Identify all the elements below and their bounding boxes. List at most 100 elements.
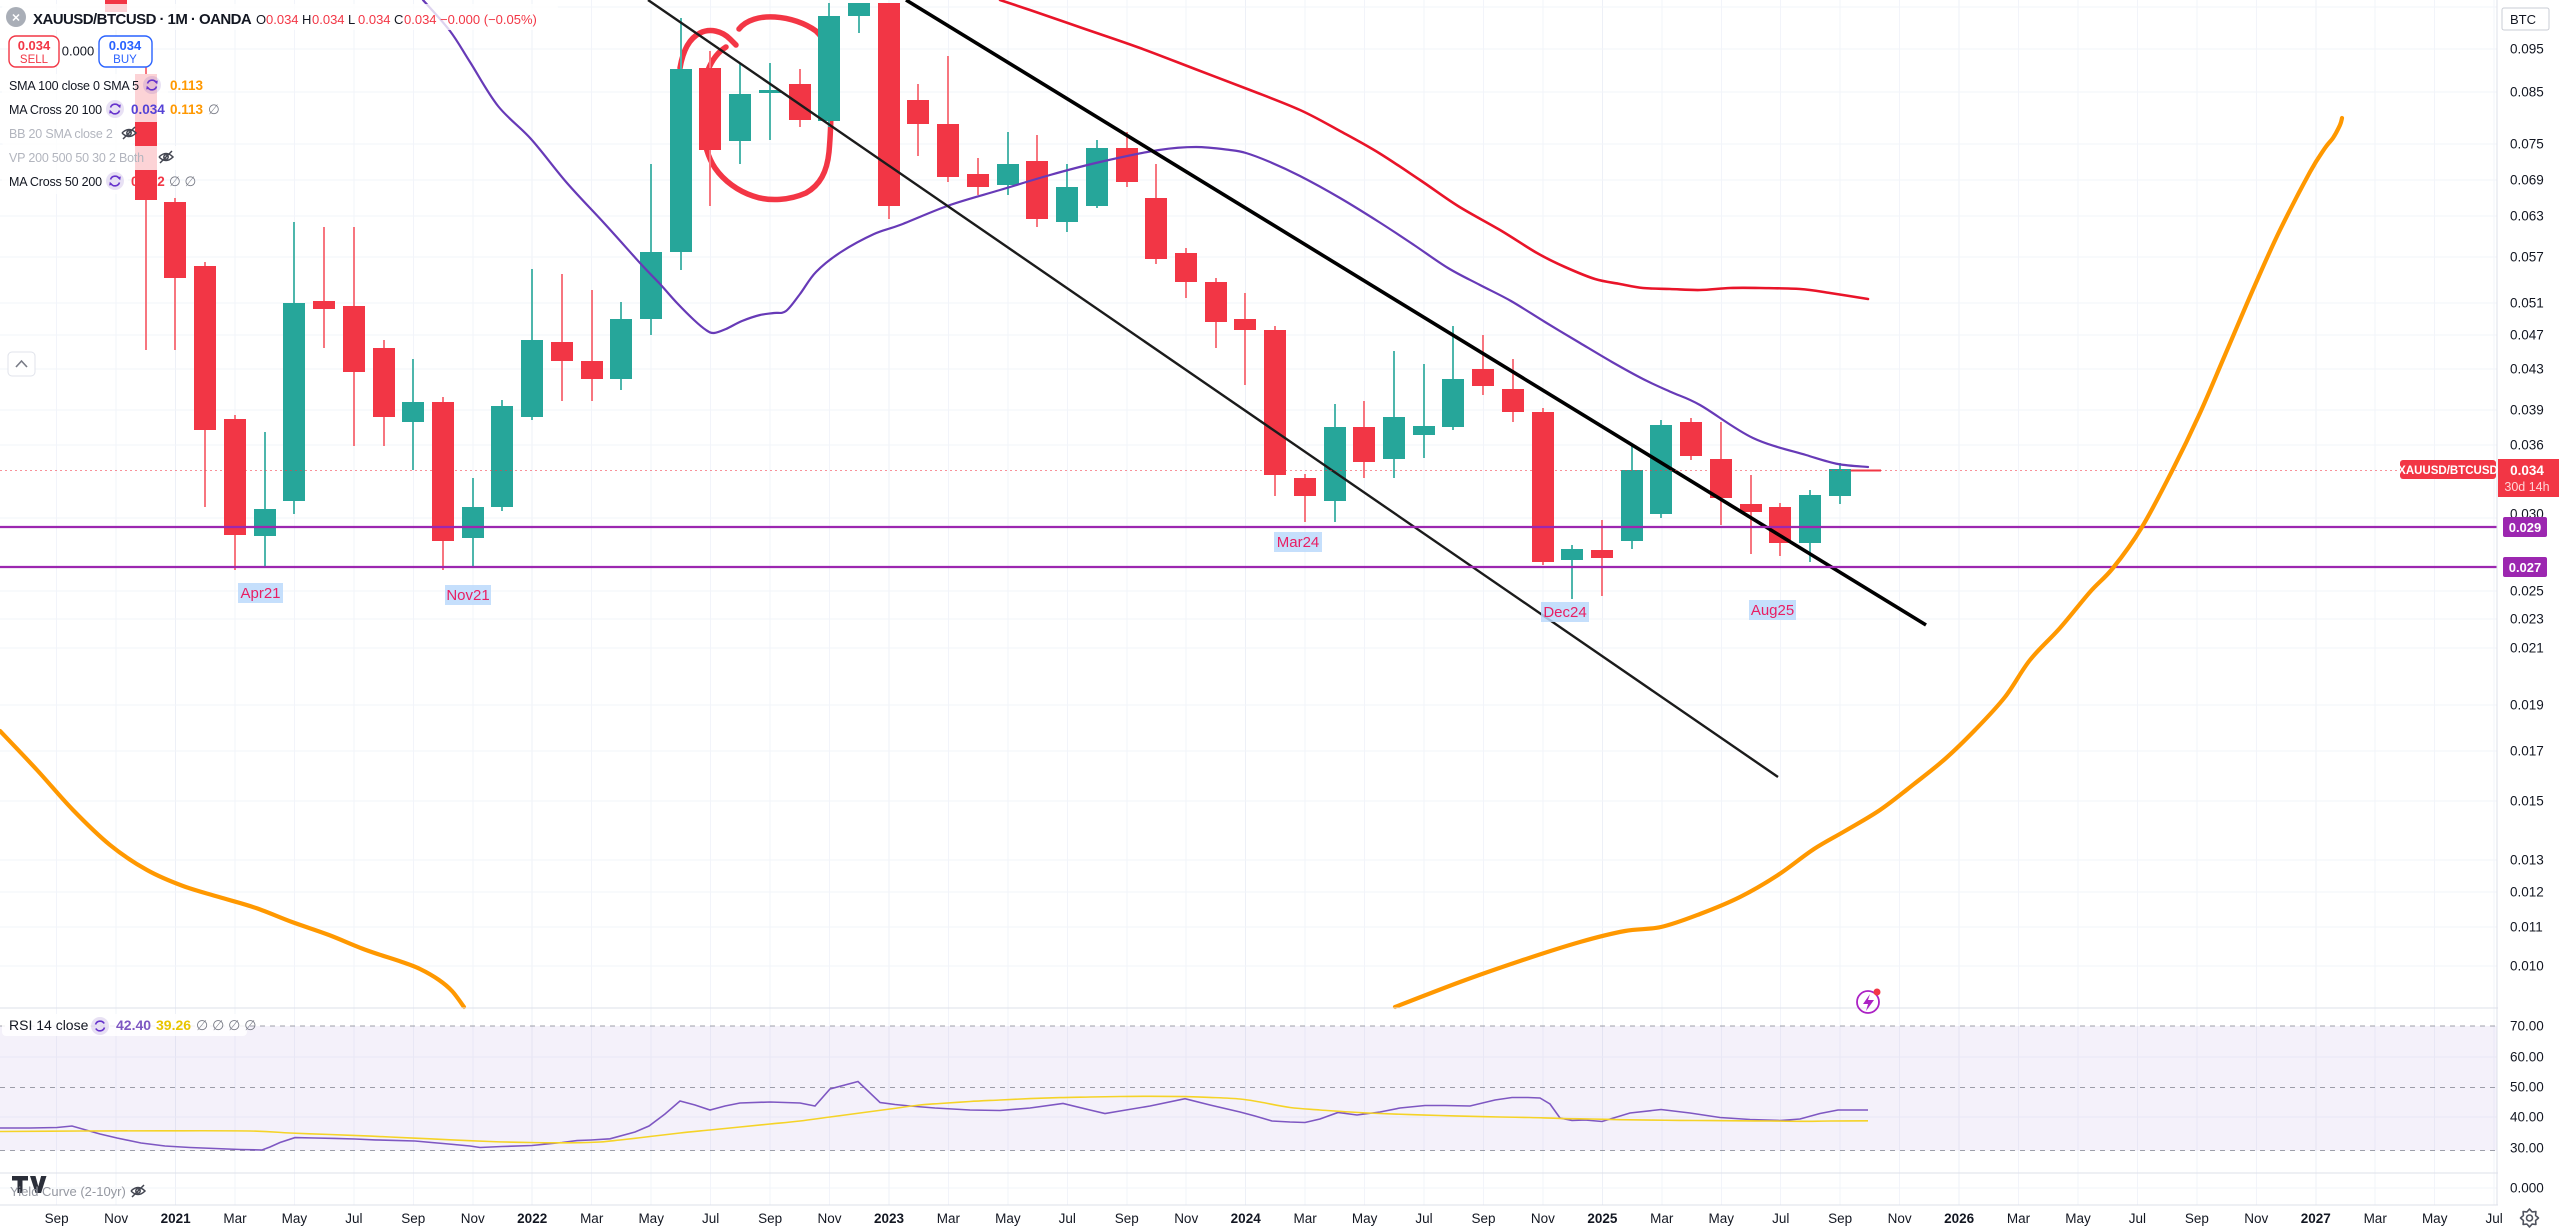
svg-text:C: C	[394, 12, 403, 27]
svg-text:H: H	[302, 12, 311, 27]
svg-text:Sep: Sep	[401, 1211, 425, 1226]
svg-text:MA Cross 20 100: MA Cross 20 100	[9, 103, 102, 117]
svg-text:2027: 2027	[2301, 1211, 2331, 1226]
svg-text:May: May	[2065, 1211, 2091, 1226]
svg-text:XAUUSD/BTCUSD · 1M · OANDA: XAUUSD/BTCUSD · 1M · OANDA	[33, 11, 252, 28]
svg-text:0.023: 0.023	[2510, 612, 2544, 627]
svg-text:2025: 2025	[1587, 1211, 1618, 1226]
svg-text:∅: ∅	[208, 102, 220, 117]
svg-text:Sep: Sep	[758, 1211, 782, 1226]
svg-text:SMA 100 close 0 SMA 5: SMA 100 close 0 SMA 5	[9, 79, 139, 93]
svg-text:Aug25: Aug25	[1751, 602, 1794, 619]
svg-text:VP 200 500 50 30 2 Both: VP 200 500 50 30 2 Both	[9, 151, 144, 165]
svg-text:Jul: Jul	[1059, 1211, 1076, 1226]
svg-text:2023: 2023	[874, 1211, 905, 1226]
svg-text:0.113: 0.113	[170, 102, 204, 117]
svg-text:2022: 2022	[517, 1211, 547, 1226]
svg-text:0.057: 0.057	[2510, 250, 2544, 265]
svg-text:0.000: 0.000	[2510, 1181, 2544, 1196]
svg-text:0.010: 0.010	[2510, 959, 2544, 974]
svg-text:∅ ∅: ∅ ∅	[169, 174, 197, 189]
svg-text:∅ ∅ ∅ ∅: ∅ ∅ ∅ ∅	[196, 1017, 256, 1033]
svg-text:BUY: BUY	[113, 54, 137, 66]
svg-text:0.027: 0.027	[2509, 560, 2542, 575]
svg-text:0.043: 0.043	[2510, 362, 2544, 377]
svg-text:Nov: Nov	[1174, 1211, 1198, 1226]
svg-text:2026: 2026	[1944, 1211, 1975, 1226]
svg-text:0.021: 0.021	[2510, 641, 2544, 656]
svg-text:Nov: Nov	[2244, 1211, 2268, 1226]
svg-text:0.034: 0.034	[266, 12, 299, 27]
svg-text:0.034: 0.034	[2510, 463, 2544, 478]
svg-text:SELL: SELL	[20, 54, 49, 66]
svg-text:Sep: Sep	[1828, 1211, 1852, 1226]
svg-text:BTC: BTC	[2510, 12, 2536, 27]
svg-text:0.113: 0.113	[170, 78, 204, 93]
svg-text:Nov: Nov	[1888, 1211, 1912, 1226]
svg-text:0.052: 0.052	[131, 174, 165, 189]
svg-text:0.063: 0.063	[2510, 209, 2544, 224]
svg-text:0.034: 0.034	[109, 38, 142, 53]
svg-text:Mar: Mar	[223, 1211, 247, 1226]
svg-text:0.034: 0.034	[312, 12, 345, 27]
svg-text:May: May	[1709, 1211, 1735, 1226]
svg-text:30.00: 30.00	[2510, 1141, 2544, 1156]
svg-text:Jul: Jul	[345, 1211, 362, 1226]
svg-text:L: L	[348, 12, 355, 27]
svg-text:Nov: Nov	[461, 1211, 485, 1226]
svg-text:0.085: 0.085	[2510, 85, 2544, 100]
svg-text:Yield Curve (2-10yr): Yield Curve (2-10yr)	[10, 1184, 126, 1199]
svg-text:Nov: Nov	[1531, 1211, 1555, 1226]
svg-text:0.075: 0.075	[2510, 137, 2544, 152]
svg-text:Sep: Sep	[45, 1211, 69, 1226]
svg-text:40.00: 40.00	[2510, 1110, 2544, 1125]
svg-text:0.047: 0.047	[2510, 328, 2544, 343]
svg-text:0.034: 0.034	[404, 12, 437, 27]
svg-text:Jul: Jul	[2485, 1211, 2502, 1226]
svg-text:60.00: 60.00	[2510, 1050, 2544, 1065]
svg-text:Mar: Mar	[2364, 1211, 2388, 1226]
svg-text:2021: 2021	[161, 1211, 192, 1226]
svg-text:May: May	[638, 1211, 664, 1226]
svg-text:Sep: Sep	[1115, 1211, 1139, 1226]
svg-text:O: O	[256, 12, 266, 27]
svg-text:May: May	[1352, 1211, 1378, 1226]
svg-text:Mar: Mar	[937, 1211, 961, 1226]
svg-text:0.036: 0.036	[2510, 438, 2544, 453]
svg-text:Apr21: Apr21	[240, 585, 280, 602]
svg-text:2024: 2024	[1231, 1211, 1262, 1226]
svg-text:Nov21: Nov21	[446, 587, 489, 604]
svg-text:Nov: Nov	[104, 1211, 128, 1226]
svg-text:70.00: 70.00	[2510, 1019, 2544, 1034]
svg-text:42.40: 42.40	[116, 1017, 151, 1033]
svg-text:Jul: Jul	[1415, 1211, 1432, 1226]
svg-text:Dec24: Dec24	[1543, 604, 1586, 621]
svg-text:0.013: 0.013	[2510, 853, 2544, 868]
svg-text:✕: ✕	[11, 13, 20, 25]
svg-text:0.029: 0.029	[2509, 520, 2542, 535]
svg-text:0.019: 0.019	[2510, 698, 2544, 713]
svg-text:0.017: 0.017	[2510, 744, 2544, 759]
svg-text:Sep: Sep	[1471, 1211, 1495, 1226]
svg-text:0.069: 0.069	[2510, 173, 2544, 188]
svg-text:Nov: Nov	[817, 1211, 841, 1226]
svg-text:0.034: 0.034	[131, 102, 165, 117]
svg-text:BB 20 SMA close 2: BB 20 SMA close 2	[9, 127, 113, 141]
svg-text:May: May	[995, 1211, 1021, 1226]
svg-text:39.26: 39.26	[156, 1017, 191, 1033]
svg-text:Jul: Jul	[2129, 1211, 2146, 1226]
svg-text:MA Cross 50 200: MA Cross 50 200	[9, 175, 102, 189]
svg-text:0.015: 0.015	[2510, 794, 2544, 809]
svg-text:0.012: 0.012	[2510, 885, 2544, 900]
svg-text:Mar: Mar	[1293, 1211, 1317, 1226]
svg-text:0.051: 0.051	[2510, 296, 2544, 311]
svg-text:0.034: 0.034	[358, 12, 391, 27]
svg-text:50.00: 50.00	[2510, 1080, 2544, 1095]
svg-text:0.011: 0.011	[2510, 920, 2543, 935]
svg-text:30d 14h: 30d 14h	[2504, 480, 2549, 494]
svg-text:0.095: 0.095	[2510, 42, 2544, 57]
svg-text:Sep: Sep	[2185, 1211, 2209, 1226]
svg-text:Mar24: Mar24	[1277, 534, 1320, 551]
svg-text:Mar: Mar	[1650, 1211, 1674, 1226]
svg-text:Jul: Jul	[1772, 1211, 1789, 1226]
